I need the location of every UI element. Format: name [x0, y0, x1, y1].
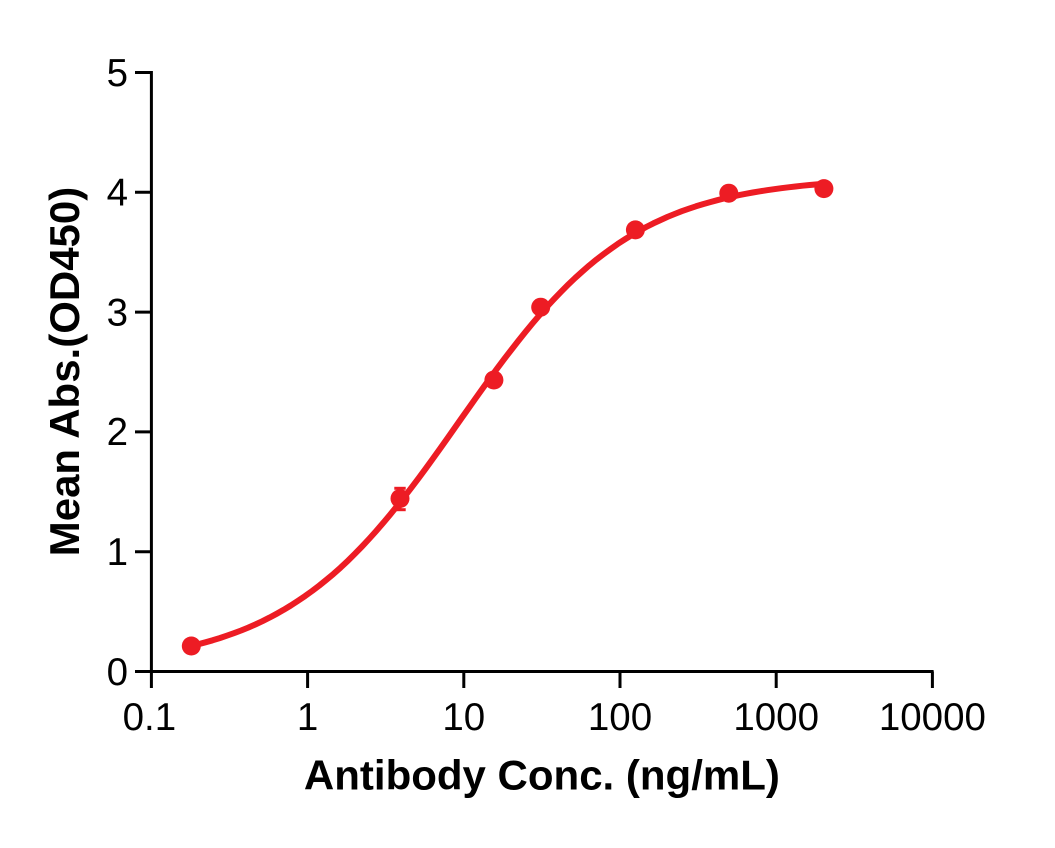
svg-text:3: 3: [107, 291, 128, 334]
svg-text:1000: 1000: [733, 696, 819, 739]
svg-text:0: 0: [107, 651, 128, 694]
svg-text:100: 100: [588, 696, 652, 739]
svg-text:2: 2: [107, 411, 128, 454]
svg-text:10000: 10000: [879, 696, 986, 739]
svg-text:0.1: 0.1: [123, 696, 177, 739]
svg-text:Antibody Conc. (ng/mL): Antibody Conc. (ng/mL): [304, 751, 780, 798]
svg-text:4: 4: [107, 172, 128, 215]
svg-text:10: 10: [442, 696, 485, 739]
svg-text:1: 1: [107, 531, 128, 574]
svg-text:1: 1: [297, 696, 318, 739]
svg-text:Mean Abs.(OD450): Mean Abs.(OD450): [41, 187, 88, 557]
svg-text:5: 5: [107, 52, 128, 95]
